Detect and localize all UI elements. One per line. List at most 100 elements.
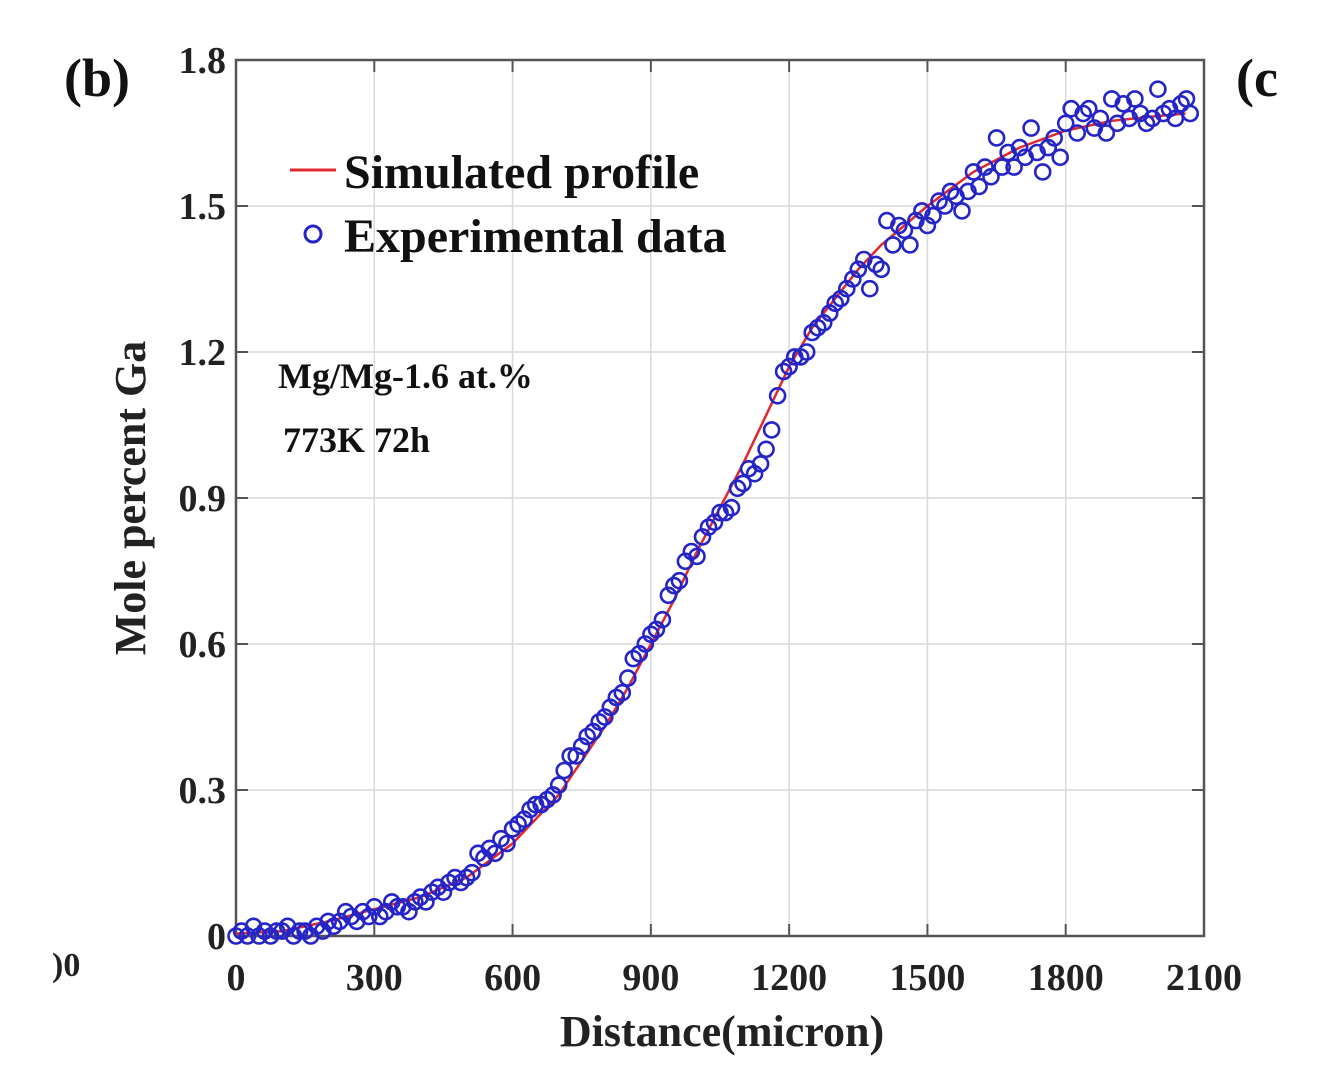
experimental-data-point — [480, 839, 499, 858]
experimental-data-point — [913, 202, 931, 220]
experimental-data-point — [567, 747, 586, 765]
y-tick-label: 1.2 — [179, 332, 227, 374]
y-tick-label: 1.8 — [179, 40, 227, 82]
experimental-data-point — [762, 421, 781, 439]
experimental-data-point — [959, 182, 977, 201]
axis-ticks — [235, 59, 1205, 937]
y-axis-label: Mole percent Ga — [106, 341, 155, 655]
panel-label: (b) — [64, 48, 130, 108]
experimental-data-point — [797, 343, 816, 361]
experimental-data-point — [1074, 104, 1092, 123]
experimental-data-point — [1097, 124, 1116, 142]
experimental-data-point — [941, 182, 960, 201]
experimental-data-point — [1120, 109, 1139, 128]
experimental-data-point — [503, 820, 522, 838]
experimental-data-point — [953, 202, 971, 220]
x-tick-label: 900 — [622, 957, 679, 999]
experimental-data-point — [849, 260, 868, 279]
experimental-data-point — [982, 168, 1000, 186]
experimental-data-point — [1172, 95, 1190, 113]
experimental-data-point — [319, 912, 338, 931]
experimental-data-point — [688, 547, 706, 566]
experimental-data-point — [463, 863, 481, 882]
x-tick-label: 1500 — [889, 957, 965, 999]
experimental-data-point — [820, 304, 839, 322]
experimental-data-point — [561, 747, 580, 765]
experimental-data-point — [382, 893, 401, 911]
experimental-data-point — [751, 455, 770, 473]
legend-label-simulated: Simulated profile — [344, 146, 699, 199]
experimental-data-point — [872, 260, 891, 279]
experimental-data-point — [636, 635, 655, 653]
experimental-data-point — [843, 270, 862, 288]
y-tick-label: 0 — [207, 916, 226, 958]
experimental-data-point — [924, 206, 942, 225]
legend-marker-swatch — [303, 224, 323, 244]
previous-panel-tick-fragment: )0 — [52, 947, 80, 984]
experimental-data-point — [705, 513, 724, 532]
experimental-data-point — [1045, 129, 1063, 147]
experimental-data-point — [1010, 138, 1029, 157]
experimental-data-point — [682, 542, 701, 561]
experimental-data-point — [826, 294, 845, 313]
experimental-data-point — [987, 129, 1006, 147]
annotation-alloy: Mg/Mg-1.6 at.% — [278, 356, 533, 396]
experimental-data-point — [670, 571, 689, 590]
experimental-data-point — [993, 158, 1011, 176]
experimental-data-point — [486, 844, 504, 863]
x-tick-labels: 0 300 600 900 1200 1500 1800 2100 — [227, 957, 1243, 999]
experimental-data-point — [918, 216, 937, 235]
experimental-data-point — [457, 868, 476, 887]
y-tick-label: 0.6 — [179, 624, 227, 666]
y-tick-labels: 0 0.3 0.6 0.9 1.2 1.5 1.8 — [179, 40, 227, 958]
experimental-data-point — [1028, 143, 1046, 162]
experimental-data-point — [313, 922, 332, 940]
experimental-data-point — [780, 357, 798, 376]
experimental-data-point — [405, 893, 424, 911]
experimental-data-point — [774, 362, 793, 381]
experimental-data-point — [544, 786, 562, 804]
experimental-data-point — [665, 576, 683, 595]
experimental-data-point — [267, 922, 286, 940]
experimental-data-point — [889, 216, 908, 235]
experimental-data-point — [250, 927, 268, 945]
annotation-conditions: 773K 72h — [283, 420, 430, 460]
experimental-data-point — [227, 927, 245, 945]
experimental-data-point — [1033, 163, 1052, 181]
x-tick-label: 2100 — [1166, 957, 1242, 999]
experimental-data-point — [895, 221, 914, 240]
experimental-data-point — [475, 849, 493, 867]
experimental-data-point — [572, 737, 591, 756]
experimental-data-point — [555, 761, 574, 780]
experimental-data-point — [1091, 109, 1110, 128]
x-tick-label: 1800 — [1028, 957, 1104, 999]
experimental-data-point — [757, 440, 775, 459]
experimental-data-point — [434, 883, 453, 902]
experimental-data-point — [860, 279, 879, 298]
experimental-data-point — [1181, 104, 1199, 123]
x-axis-label: Distance(micron) — [560, 1007, 884, 1056]
experimental-data-point — [1143, 109, 1162, 128]
experimental-data-point — [549, 776, 568, 794]
experimental-data-point — [336, 902, 355, 921]
experimental-data-point — [429, 878, 447, 897]
y-tick-label: 0.9 — [179, 478, 227, 520]
x-tick-label: 1200 — [751, 957, 827, 999]
experimental-data-point — [728, 479, 747, 498]
experimental-data-point — [521, 800, 539, 819]
experimental-data-point — [936, 197, 954, 215]
experimental-data-point — [1005, 158, 1023, 176]
x-tick-label: 0 — [227, 957, 246, 999]
experimental-data-point — [734, 474, 752, 493]
experimental-data-point — [866, 255, 885, 274]
experimental-data-point — [1056, 114, 1075, 133]
next-panel-label-fragment: (c — [1236, 48, 1278, 108]
experimental-data-point — [244, 917, 263, 936]
experimental-data-point — [722, 498, 741, 517]
experimental-data-point — [1149, 80, 1167, 98]
experimental-data-point — [1051, 148, 1069, 167]
x-tick-label: 300 — [346, 957, 403, 999]
experimental-data-point — [642, 625, 660, 644]
experimental-data-series — [227, 80, 1199, 945]
